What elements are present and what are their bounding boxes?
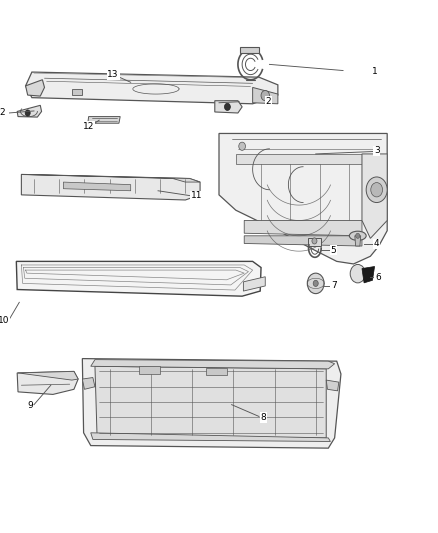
Ellipse shape [350, 231, 366, 240]
Circle shape [312, 238, 317, 244]
Circle shape [239, 142, 245, 150]
Polygon shape [236, 154, 374, 164]
Circle shape [366, 177, 387, 203]
Text: 4: 4 [374, 239, 379, 248]
Polygon shape [244, 221, 362, 236]
Polygon shape [362, 266, 374, 283]
Polygon shape [16, 261, 261, 296]
Polygon shape [215, 101, 242, 113]
Polygon shape [308, 238, 321, 246]
Polygon shape [139, 366, 160, 374]
Polygon shape [91, 360, 335, 369]
Polygon shape [18, 372, 78, 380]
Polygon shape [82, 359, 341, 448]
Text: 9: 9 [27, 401, 33, 410]
Polygon shape [21, 174, 200, 200]
Polygon shape [21, 174, 200, 182]
Text: 8: 8 [260, 413, 266, 422]
Polygon shape [17, 106, 42, 117]
Text: 2: 2 [0, 109, 5, 117]
Text: 12: 12 [83, 122, 94, 131]
Text: 1: 1 [372, 67, 378, 76]
Circle shape [313, 280, 318, 286]
Text: 13: 13 [107, 70, 119, 79]
Polygon shape [72, 89, 82, 94]
Polygon shape [64, 182, 131, 191]
Circle shape [261, 91, 269, 101]
Polygon shape [82, 377, 95, 389]
Polygon shape [88, 117, 120, 123]
Text: 2: 2 [265, 96, 271, 106]
Bar [240, 47, 259, 53]
Text: 11: 11 [191, 191, 202, 200]
Polygon shape [206, 368, 227, 375]
Polygon shape [362, 154, 387, 238]
Polygon shape [25, 72, 278, 104]
Text: 3: 3 [374, 147, 380, 155]
Circle shape [25, 110, 30, 116]
Circle shape [224, 103, 230, 110]
Text: 6: 6 [375, 273, 381, 282]
Polygon shape [326, 380, 339, 391]
Circle shape [350, 264, 365, 283]
Polygon shape [253, 87, 278, 104]
Circle shape [371, 183, 382, 197]
Text: 5: 5 [331, 246, 336, 255]
Circle shape [307, 273, 324, 294]
Circle shape [356, 233, 360, 238]
Polygon shape [17, 372, 78, 394]
Polygon shape [244, 236, 362, 246]
Polygon shape [95, 366, 326, 438]
Polygon shape [91, 433, 330, 441]
Polygon shape [25, 80, 45, 96]
Text: 7: 7 [331, 281, 337, 290]
Polygon shape [219, 133, 387, 264]
Polygon shape [355, 236, 361, 246]
Polygon shape [244, 277, 265, 291]
Text: 10: 10 [0, 316, 9, 325]
